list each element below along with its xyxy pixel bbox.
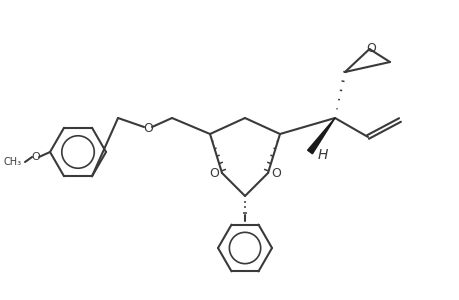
Polygon shape <box>307 118 334 154</box>
Text: O: O <box>143 122 153 134</box>
Text: O: O <box>366 41 375 55</box>
Text: O: O <box>32 152 40 162</box>
Text: H: H <box>317 148 327 162</box>
Text: O: O <box>209 167 218 181</box>
Text: CH₃: CH₃ <box>4 157 22 167</box>
Text: O: O <box>270 167 280 181</box>
